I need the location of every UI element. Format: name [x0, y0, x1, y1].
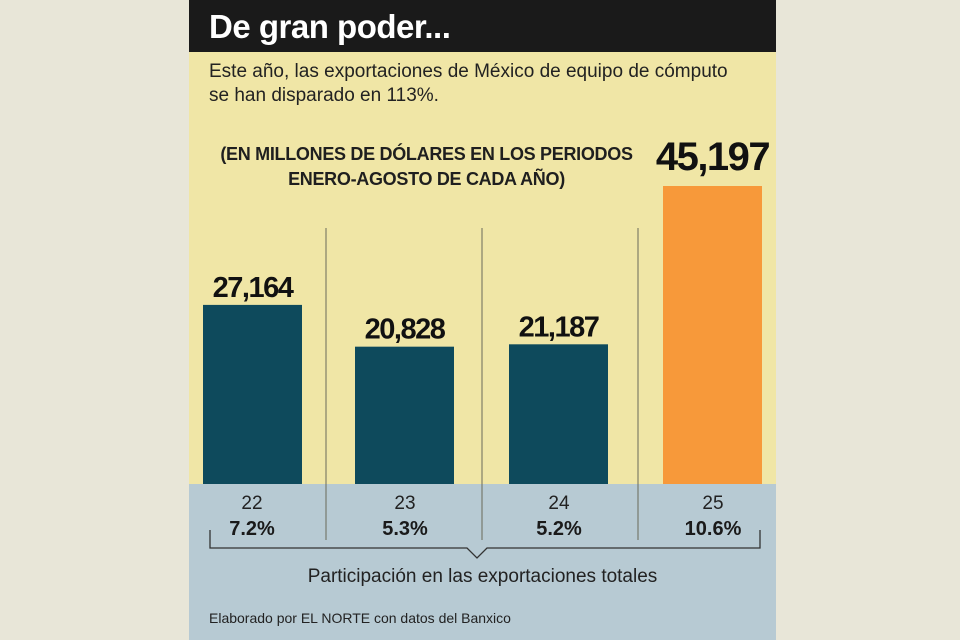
year-label-22: 22 [241, 493, 263, 514]
value-label-25: 45,197 [656, 135, 770, 179]
share-label-25: 10.6% [684, 518, 742, 540]
share-label-24: 5.2% [536, 518, 582, 540]
chart-title: De gran poder... [209, 8, 451, 45]
bar-22 [203, 304, 302, 484]
year-label-24: 24 [548, 493, 570, 514]
share-label-22: 7.2% [229, 518, 275, 540]
bar-chart: 27,164 20,828 21,187 45,197 [203, 135, 771, 559]
source-credit: Elaborado por EL NORTE con datos del Ban… [209, 610, 511, 626]
unit-note-line-1: (EN MILLONES DE DÓLARES EN LOS PERIODOS [220, 144, 633, 164]
infographic-card: De gran poder... Este año, las exportaci… [189, 0, 776, 640]
participation-bracket [209, 530, 761, 559]
bar-23 [355, 346, 454, 484]
unit-note-line-2: ENERO-AGOSTO DE CADA AÑO) [288, 169, 565, 189]
year-label-23: 23 [394, 493, 416, 514]
participation-label: Participación en las exportaciones total… [307, 566, 658, 587]
value-label-22: 27,164 [213, 272, 294, 304]
share-label-23: 5.3% [382, 518, 428, 540]
bar-24 [509, 344, 608, 484]
value-label-24: 21,187 [519, 311, 599, 343]
title-bar: De gran poder... [189, 0, 776, 52]
bar-25 [663, 186, 762, 484]
value-label-23: 20,828 [365, 314, 446, 346]
year-label-25: 25 [702, 493, 724, 514]
unit-note: (EN MILLONES DE DÓLARES EN LOS PERIODOS … [189, 142, 664, 192]
chart-subtitle: Este año, las exportaciones de México de… [209, 61, 728, 106]
